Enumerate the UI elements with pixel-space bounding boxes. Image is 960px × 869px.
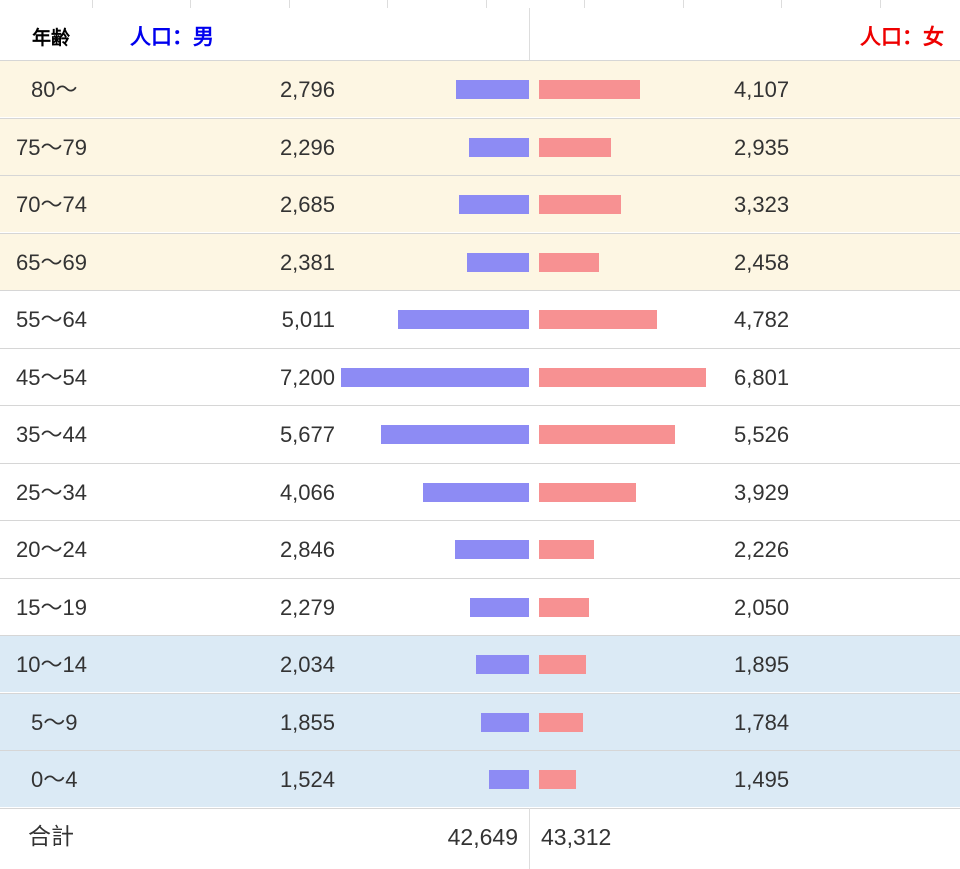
female-value-label: 3,929 <box>734 480 790 505</box>
male-value-label: 2,796 <box>279 77 335 102</box>
female-value-label: 2,050 <box>734 595 790 620</box>
age-label: 25〜34 <box>16 480 87 505</box>
age-column-header: 年齢 <box>32 27 71 49</box>
age-label: 80〜 <box>31 77 78 102</box>
table-row: 55〜64 5,011 4,782 <box>0 290 960 347</box>
female-bar <box>539 713 583 732</box>
male-value-label: 7,200 <box>279 365 335 390</box>
male-bar <box>456 80 529 99</box>
male-bar <box>489 770 529 789</box>
female-bar <box>539 425 675 444</box>
male-bar <box>469 138 529 157</box>
female-bar <box>539 310 657 329</box>
male-bar <box>380 425 529 444</box>
grid-tick <box>387 0 388 8</box>
female-bar <box>539 138 612 157</box>
table-row: 65〜69 2,381 2,458 <box>0 233 960 290</box>
table-row: 75〜79 2,296 2,935 <box>0 118 960 175</box>
male-value-label: 1,855 <box>279 710 335 735</box>
age-label: 20〜24 <box>16 537 87 562</box>
grid-tick <box>781 0 782 8</box>
table-row: 5〜9 1,855 1,784 <box>0 693 960 750</box>
male-value-label: 2,685 <box>279 192 335 217</box>
female-bar <box>539 540 594 559</box>
male-bar <box>398 310 529 329</box>
male-value-label: 2,296 <box>279 135 335 160</box>
male-value-label: 2,846 <box>279 537 335 562</box>
table-row: 0〜4 1,524 1,495 <box>0 750 960 807</box>
male-value-label: 2,279 <box>279 595 335 620</box>
age-label: 70〜74 <box>16 192 87 217</box>
grid-tick <box>880 0 881 8</box>
table-row: 20〜24 2,846 2,226 <box>0 520 960 577</box>
age-label: 5〜9 <box>31 710 78 735</box>
male-bar <box>454 540 529 559</box>
table-row: 35〜44 5,677 5,526 <box>0 405 960 462</box>
male-bar <box>469 598 529 617</box>
total-male-value: 42,649 <box>447 824 518 850</box>
male-value-label: 2,381 <box>279 250 335 275</box>
age-label: 65〜69 <box>16 250 87 275</box>
female-bar <box>539 655 586 674</box>
age-label: 35〜44 <box>16 422 87 447</box>
male-value-label: 5,677 <box>279 422 335 447</box>
table-row: 70〜74 2,685 3,323 <box>0 175 960 232</box>
female-bar <box>539 368 707 387</box>
center-divider-bottom <box>529 808 530 869</box>
female-bar <box>539 253 600 272</box>
grid-tick <box>92 0 93 8</box>
female-bar <box>539 483 636 502</box>
male-bar <box>480 713 529 732</box>
female-value-label: 1,784 <box>734 710 790 735</box>
male-bar <box>466 253 529 272</box>
age-label: 15〜19 <box>16 595 87 620</box>
female-value-label: 3,323 <box>734 192 790 217</box>
center-divider <box>529 8 530 60</box>
female-value-label: 2,458 <box>734 250 790 275</box>
total-female-value: 43,312 <box>541 824 612 850</box>
male-value-label: 4,066 <box>279 480 335 505</box>
table-row: 45〜54 7,200 6,801 <box>0 348 960 405</box>
female-bar <box>539 195 621 214</box>
female-value-label: 4,107 <box>734 77 790 102</box>
age-label: 10〜14 <box>16 652 87 677</box>
totals-row: 合計 42,649 43,312 <box>0 808 960 869</box>
grid-tick <box>486 0 487 8</box>
female-bar <box>539 80 640 99</box>
table-row: 15〜19 2,279 2,050 <box>0 578 960 635</box>
total-label: 合計 <box>28 824 74 850</box>
female-value-label: 1,495 <box>734 767 790 792</box>
female-population-header: 人口：女 <box>860 25 944 49</box>
grid-tick <box>683 0 684 8</box>
grid-tick <box>289 0 290 8</box>
male-value-label: 2,034 <box>279 652 335 677</box>
table-row: 25〜34 4,066 3,929 <box>0 463 960 520</box>
female-value-label: 2,935 <box>734 135 790 160</box>
female-value-label: 6,801 <box>734 365 790 390</box>
male-bar <box>458 195 529 214</box>
female-value-label: 4,782 <box>734 307 790 332</box>
female-bar <box>539 770 576 789</box>
age-label: 75〜79 <box>16 135 87 160</box>
male-bar <box>422 483 529 502</box>
male-value-label: 5,011 <box>281 307 335 332</box>
table-row: 80〜 2,796 4,107 <box>0 60 960 117</box>
male-population-header: 人口：男 <box>130 25 214 49</box>
male-bar <box>475 655 529 674</box>
female-value-label: 1,895 <box>734 652 790 677</box>
age-label: 55〜64 <box>16 307 87 332</box>
age-label: 0〜4 <box>31 767 78 792</box>
grid-tick <box>584 0 585 8</box>
grid-tick <box>190 0 191 8</box>
male-value-label: 1,524 <box>279 767 335 792</box>
female-value-label: 2,226 <box>734 537 790 562</box>
female-value-label: 5,526 <box>734 422 790 447</box>
age-label: 45〜54 <box>16 365 87 390</box>
female-bar <box>539 598 590 617</box>
table-header: 年齢 人口：男 人口：女 <box>0 0 960 60</box>
table-row: 10〜14 2,034 1,895 <box>0 635 960 692</box>
male-bar <box>341 368 529 387</box>
